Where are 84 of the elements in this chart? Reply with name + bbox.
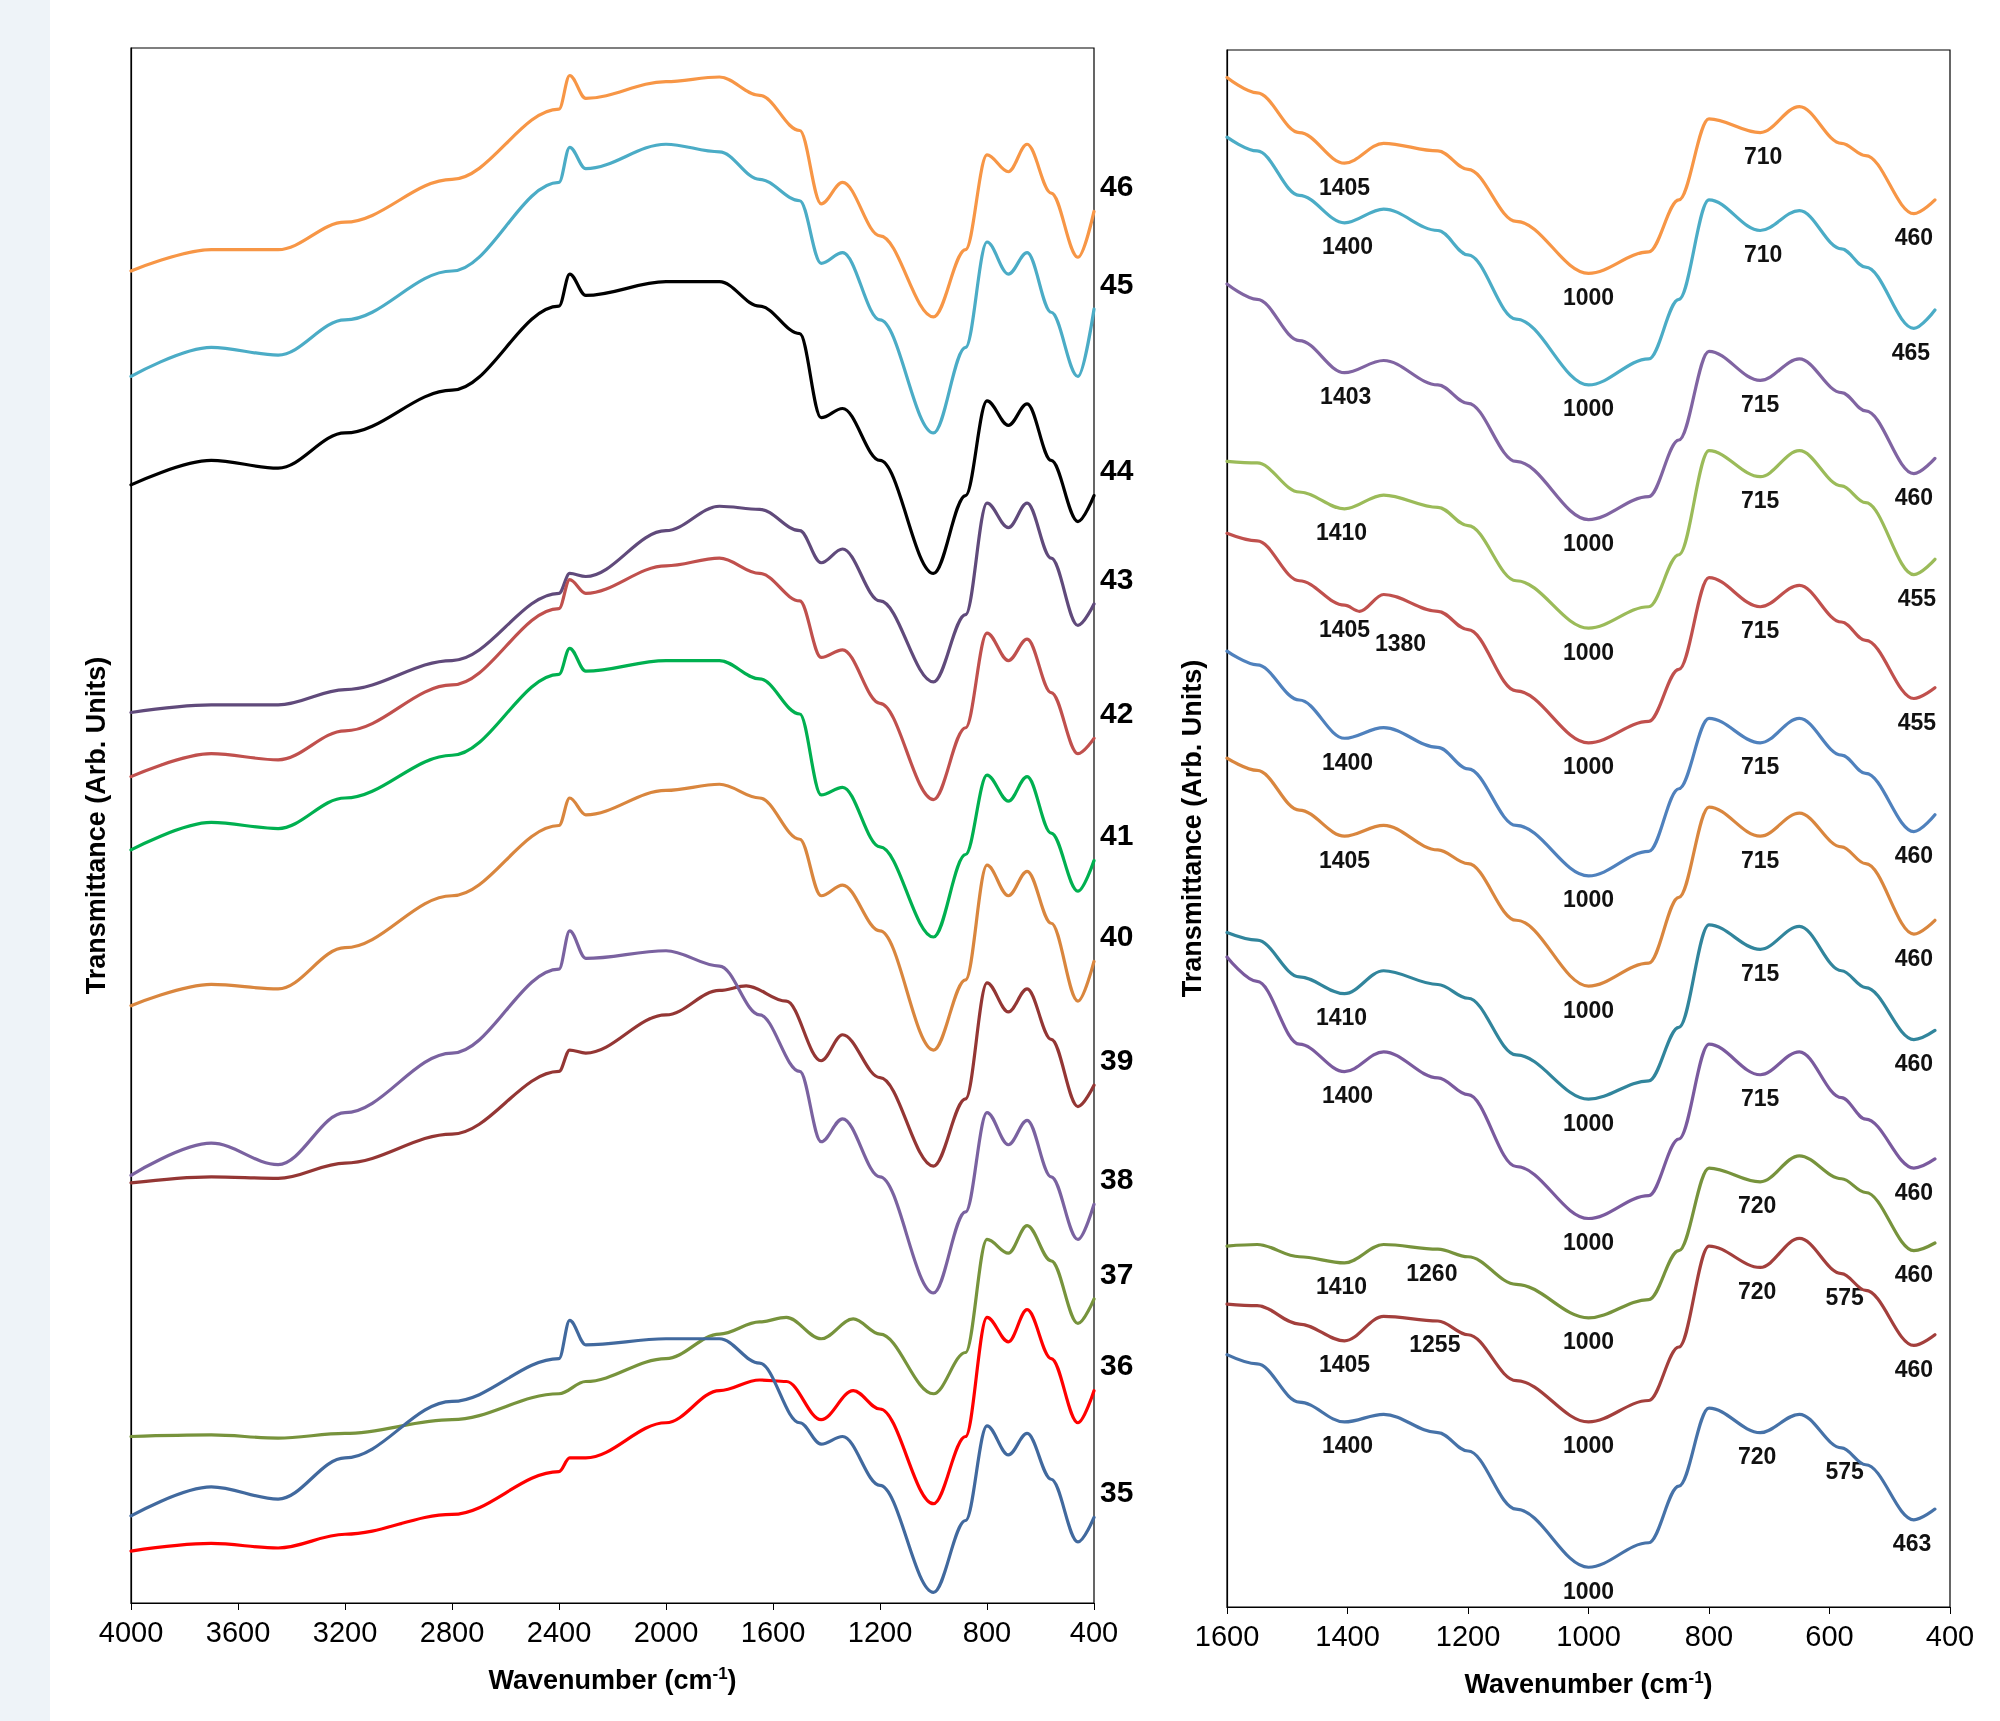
- annotation: 715: [1741, 753, 1780, 780]
- annotation: 455: [1897, 585, 1937, 612]
- x-tick-label: 2000: [633, 1615, 699, 1648]
- annotation: 1403: [1320, 383, 1372, 410]
- x-tick-label: 400: [1069, 1615, 1119, 1648]
- annotation: 715: [1741, 1085, 1780, 1112]
- annotation: 460: [1894, 484, 1934, 511]
- series-label: 44: [1100, 453, 1134, 487]
- annotation: 463: [1892, 1530, 1932, 1557]
- annotation: 1405: [1318, 173, 1371, 200]
- x-tick-label: 4000: [98, 1615, 164, 1648]
- annotation: 715: [1741, 487, 1780, 514]
- annotation: 1255: [1409, 1331, 1461, 1358]
- annotation: 1405: [1318, 615, 1371, 642]
- annotation: 1000: [1562, 638, 1615, 665]
- annotation: 460: [1894, 1178, 1934, 1205]
- annotation: 1000: [1562, 886, 1615, 913]
- series-label: 35: [1100, 1474, 1134, 1508]
- y-axis-title: Transmittance (Arb. Units): [80, 656, 111, 995]
- annotation: 720: [1738, 1277, 1777, 1304]
- annotation: 1400: [1321, 1432, 1374, 1459]
- series-label: 42: [1100, 695, 1134, 729]
- x-tick-label: 1400: [1315, 1619, 1380, 1652]
- annotation: 1410: [1315, 1273, 1368, 1300]
- annotation: 715: [1741, 846, 1780, 873]
- annotation: 1000: [1562, 395, 1615, 422]
- x-tick-label: 800: [962, 1615, 1012, 1648]
- series-label: 37: [1100, 1256, 1134, 1290]
- annotation: 710: [1744, 240, 1783, 267]
- annotation: 575: [1825, 1458, 1864, 1485]
- annotation: 1260: [1406, 1259, 1458, 1286]
- annotation: 1000: [1562, 1229, 1615, 1256]
- annotation: 1400: [1321, 233, 1374, 260]
- series-label: 40: [1100, 918, 1134, 952]
- annotation: 1000: [1562, 753, 1615, 780]
- series-label: 38: [1100, 1161, 1134, 1195]
- series-label: 39: [1100, 1042, 1134, 1076]
- annotation: 715: [1741, 959, 1780, 986]
- annotation: 1380: [1374, 629, 1427, 656]
- x-tick-label: 1000: [1556, 1619, 1621, 1652]
- annotation: 720: [1738, 1192, 1777, 1219]
- series-label: 36: [1100, 1348, 1134, 1382]
- annotation: 1000: [1562, 1328, 1615, 1355]
- annotation: 1410: [1315, 1004, 1368, 1031]
- annotation: 460: [1894, 944, 1934, 971]
- annotation: 460: [1894, 842, 1934, 869]
- annotation: 1000: [1562, 1577, 1615, 1604]
- x-tick-label: 2400: [526, 1615, 592, 1648]
- annotation: 1000: [1562, 996, 1615, 1023]
- x-tick-label: 1600: [1194, 1619, 1260, 1652]
- series-label: 43: [1100, 561, 1134, 595]
- x-tick-label: 400: [1925, 1619, 1975, 1652]
- series-label: 41: [1100, 818, 1134, 852]
- annotation: 1000: [1562, 1109, 1615, 1136]
- annotation: 460: [1894, 1261, 1934, 1288]
- series-label: 45: [1100, 266, 1134, 300]
- annotation: 715: [1741, 390, 1780, 417]
- y-axis-title: Transmittance (Arb. Units): [1176, 659, 1207, 998]
- annotation: 1000: [1562, 283, 1615, 310]
- x-tick-label: 1200: [1435, 1619, 1501, 1652]
- x-tick-label: 1200: [847, 1615, 913, 1648]
- series-label: 46: [1100, 168, 1134, 202]
- annotation: 455: [1897, 709, 1937, 735]
- annotation: 1410: [1315, 519, 1368, 546]
- annotation: 1400: [1321, 748, 1374, 775]
- annotation: 575: [1825, 1284, 1864, 1311]
- annotation: 1000: [1562, 1432, 1615, 1459]
- x-tick-label: 800: [1684, 1619, 1734, 1652]
- x-tick-label: 3600: [205, 1615, 271, 1648]
- annotation: 460: [1894, 1050, 1934, 1077]
- annotation: 460: [1894, 1355, 1934, 1382]
- x-tick-label: 2800: [419, 1615, 485, 1648]
- x-tick-label: 3200: [312, 1615, 378, 1648]
- annotation: 1405: [1318, 1351, 1371, 1378]
- annotation: 1000: [1562, 530, 1615, 557]
- x-tick-label: 600: [1805, 1619, 1854, 1652]
- annotation: 1400: [1321, 1082, 1374, 1109]
- annotation: 710: [1744, 143, 1783, 170]
- annotation: 465: [1891, 338, 1931, 365]
- x-tick-label: 1600: [740, 1615, 806, 1648]
- annotation: 720: [1738, 1443, 1777, 1470]
- annotation: 1405: [1318, 846, 1371, 873]
- annotation: 460: [1894, 224, 1934, 251]
- annotation: 715: [1741, 617, 1780, 644]
